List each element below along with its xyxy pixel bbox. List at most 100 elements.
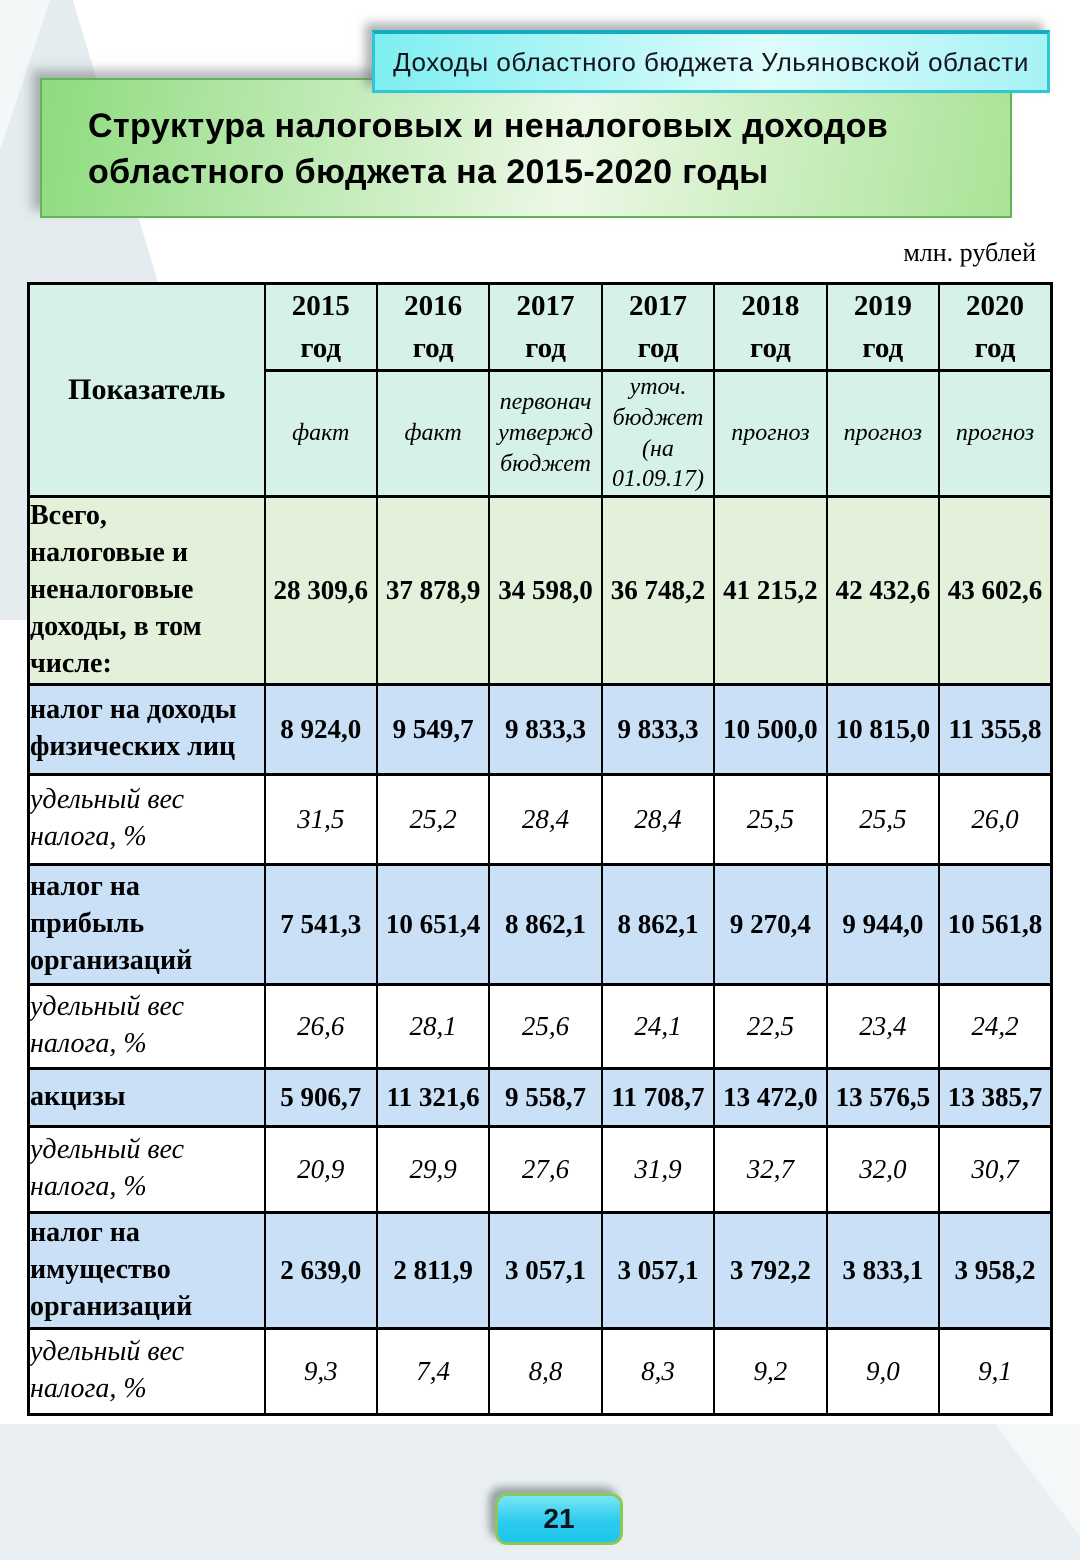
value-cell: 9 549,7	[375, 682, 491, 776]
value-cell: 26,6	[263, 982, 378, 1070]
header-banner: Доходы областного бюджета Ульяновской об…	[372, 30, 1050, 93]
header-banner-label: Доходы областного бюджета Ульяновской об…	[393, 46, 1029, 77]
value-cell: 23,4	[825, 982, 941, 1070]
value-cell: 13 385,7	[938, 1066, 1053, 1128]
value-cell: 3 958,2	[938, 1210, 1053, 1330]
value-cell: 8,8	[488, 1326, 603, 1416]
value-cell: 24,2	[938, 982, 1053, 1070]
value-cell: 22,5	[713, 982, 828, 1070]
value-cell: 32,0	[825, 1124, 941, 1214]
value-cell: 28,4	[600, 772, 716, 866]
value-cell: 28 309,6	[263, 494, 378, 686]
value-cell: 7 541,3	[263, 862, 378, 986]
value-cell: 8 862,1	[600, 862, 716, 986]
value-cell: 9 944,0	[825, 862, 941, 986]
table-row: налог на имущество организаций 2 639,0 2…	[27, 1210, 1053, 1330]
row-label: Всего, налоговые и неналоговые доходы, в…	[27, 494, 266, 686]
value-cell: 10 651,4	[375, 862, 491, 986]
row-label: удельный вес налога, %	[27, 1124, 266, 1214]
value-cell: 11 321,6	[375, 1066, 491, 1128]
year-header: 2019 год	[825, 281, 941, 373]
row-label: удельный вес налога, %	[27, 772, 266, 866]
sub-header: уточ. бюджет (на 01.09.17)	[600, 369, 716, 498]
table-row: Всего, налоговые и неналоговые доходы, в…	[27, 494, 1053, 686]
value-cell: 10 500,0	[713, 682, 828, 776]
value-cell: 29,9	[375, 1124, 491, 1214]
sub-header: факт	[375, 369, 491, 498]
year-header: 2016 год	[375, 281, 491, 373]
value-cell: 11 355,8	[938, 682, 1053, 776]
row-label: налог на прибыль организаций	[27, 862, 266, 986]
value-cell: 24,1	[600, 982, 716, 1070]
value-cell: 9,1	[938, 1326, 1053, 1416]
table-row: удельный вес налога, % 9,3 7,4 8,8 8,3 9…	[27, 1326, 1053, 1416]
value-cell: 32,7	[713, 1124, 828, 1214]
slide-title: Структура налоговых и неналоговых доходо…	[88, 107, 889, 191]
value-cell: 11 708,7	[600, 1066, 716, 1128]
value-cell: 31,9	[600, 1124, 716, 1214]
sub-header: прогноз	[713, 369, 828, 498]
background-wedge-bottom-right	[995, 1424, 1080, 1536]
value-cell: 9,0	[825, 1326, 941, 1416]
table-row: налог на прибыль организаций 7 541,3 10 …	[27, 862, 1053, 986]
value-cell: 25,5	[825, 772, 941, 866]
row-label: налог на имущество организаций	[27, 1210, 266, 1330]
units-label: млн. рублей	[903, 238, 1036, 267]
sub-header: прогноз	[938, 369, 1053, 498]
value-cell: 37 878,9	[375, 494, 491, 686]
value-cell: 20,9	[263, 1124, 378, 1214]
value-cell: 9 270,4	[713, 862, 828, 986]
value-cell: 3 057,1	[488, 1210, 603, 1330]
row-label: удельный вес налога, %	[27, 1326, 266, 1416]
value-cell: 26,0	[938, 772, 1053, 866]
title-box: Структура налоговых и неналоговых доходо…	[40, 78, 1012, 218]
value-cell: 9,3	[263, 1326, 378, 1416]
value-cell: 2 811,9	[375, 1210, 491, 1330]
table-row: налог на доходы физических лиц 8 924,0 9…	[27, 682, 1053, 776]
value-cell: 3 833,1	[825, 1210, 941, 1330]
value-cell: 3 057,1	[600, 1210, 716, 1330]
table-row: удельный вес налога, % 20,9 29,9 27,6 31…	[27, 1124, 1053, 1214]
budget-table: Показатель 2015 год 2016 год 2017 год 20…	[27, 281, 1053, 1416]
page-number: 21	[543, 1503, 575, 1534]
row-label: удельный вес налога, %	[27, 982, 266, 1070]
value-cell: 28,4	[488, 772, 603, 866]
sub-header: факт	[263, 369, 378, 498]
year-header: 2017 год	[600, 281, 716, 373]
value-cell: 25,2	[375, 772, 491, 866]
sub-header: первонач утвержд бюджет	[488, 369, 603, 498]
value-cell: 10 561,8	[938, 862, 1053, 986]
value-cell: 28,1	[375, 982, 491, 1070]
indicator-header: Показатель	[27, 282, 266, 498]
row-label: акцизы	[27, 1066, 266, 1128]
value-cell: 13 472,0	[713, 1066, 828, 1128]
sub-header: прогноз	[825, 369, 941, 498]
value-cell: 30,7	[938, 1124, 1053, 1214]
value-cell: 43 602,6	[938, 494, 1053, 686]
year-header: 2020 год	[938, 281, 1053, 373]
table-row: удельный вес налога, % 31,5 25,2 28,4 28…	[27, 772, 1053, 866]
value-cell: 7,4	[375, 1326, 491, 1416]
value-cell: 36 748,2	[600, 494, 716, 686]
value-cell: 8 924,0	[263, 682, 378, 776]
year-header: 2015 год	[263, 281, 378, 373]
row-label: налог на доходы физических лиц	[27, 682, 266, 776]
value-cell: 34 598,0	[488, 494, 603, 686]
page-number-badge: 21	[495, 1493, 623, 1545]
value-cell: 10 815,0	[825, 682, 941, 776]
table-row: удельный вес налога, % 26,6 28,1 25,6 24…	[27, 982, 1053, 1070]
table-row: акцизы 5 906,7 11 321,6 9 558,7 11 708,7…	[27, 1066, 1053, 1128]
value-cell: 9 558,7	[488, 1066, 603, 1128]
value-cell: 9 833,3	[600, 682, 716, 776]
value-cell: 8 862,1	[488, 862, 603, 986]
year-header: 2017 год	[488, 281, 603, 373]
value-cell: 31,5	[263, 772, 378, 866]
value-cell: 25,5	[713, 772, 828, 866]
value-cell: 3 792,2	[713, 1210, 828, 1330]
value-cell: 27,6	[488, 1124, 603, 1214]
value-cell: 25,6	[488, 982, 603, 1070]
value-cell: 13 576,5	[825, 1066, 941, 1128]
value-cell: 8,3	[600, 1326, 716, 1416]
value-cell: 9,2	[713, 1326, 828, 1416]
